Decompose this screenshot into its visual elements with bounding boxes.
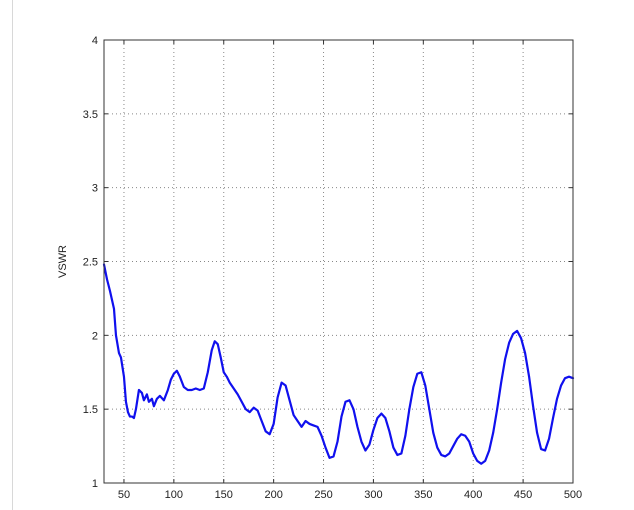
y-tick-label: 3: [92, 183, 98, 195]
tick-marks: [104, 39, 574, 484]
x-tick-label: 450: [514, 489, 532, 501]
x-tick-label: 500: [564, 489, 582, 501]
x-tick-label: 350: [414, 489, 432, 501]
x-tick-label: 250: [314, 489, 332, 501]
y-tick-label: 2: [92, 330, 98, 342]
y-axis-label: VSWR: [57, 245, 69, 278]
y-tick-label: 4: [92, 35, 98, 47]
x-tick-labels: 50 100 150 200 250 300 350 400 450 500: [118, 489, 582, 501]
y-tick-label: 1: [92, 478, 98, 490]
x-tick-label: 50: [118, 489, 130, 501]
y-tick-label: 3.5: [83, 109, 98, 121]
y-tick-label: 2.5: [83, 257, 98, 269]
y-tick-labels: 1 1.5 2 2.5 3 3.5 4: [83, 35, 98, 490]
x-tick-label: 300: [364, 489, 382, 501]
left-frame-border: [12, 0, 13, 510]
x-tick-label: 100: [165, 489, 183, 501]
y-tick-label: 1.5: [83, 404, 98, 416]
x-tick-label: 200: [264, 489, 282, 501]
x-tick-label: 150: [215, 489, 233, 501]
x-tick-label: 400: [464, 489, 482, 501]
vswr-series-line: [102, 263, 575, 465]
plot-area: [104, 40, 573, 483]
series-layer: [102, 263, 575, 465]
